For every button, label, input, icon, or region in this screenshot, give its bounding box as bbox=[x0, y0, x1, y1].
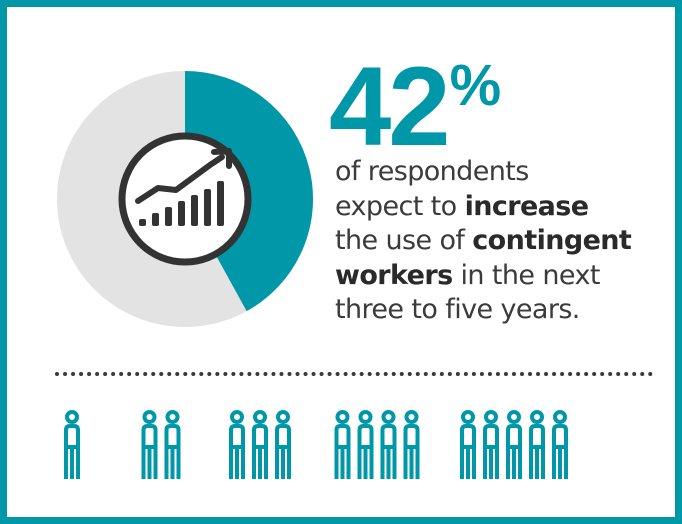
stat-percent-sign: % bbox=[449, 53, 502, 118]
person-icon bbox=[529, 410, 545, 479]
icon-circle bbox=[118, 132, 252, 266]
big-percentage: 42% bbox=[329, 51, 501, 163]
caption-bold-workers: workers bbox=[335, 259, 453, 291]
person-icon bbox=[460, 410, 476, 479]
person-icon bbox=[164, 410, 181, 479]
person-icon bbox=[334, 410, 351, 479]
growth-chart-icon bbox=[135, 148, 232, 226]
stat-number: 42 bbox=[329, 44, 451, 169]
person-icon bbox=[483, 410, 499, 479]
caption-line-2: expect to increase bbox=[335, 190, 665, 225]
donut-segment-42-percent bbox=[183, 71, 313, 312]
person-icon bbox=[252, 410, 268, 479]
stat-caption: of respondents expect to increase the us… bbox=[335, 155, 665, 328]
caption-bold-contingent: contingent bbox=[472, 225, 632, 256]
caption-line-3: the use of contingent bbox=[335, 224, 665, 259]
caption-line-4: workers in the next bbox=[335, 259, 665, 294]
caption-text: the use of bbox=[335, 225, 473, 256]
people-groups bbox=[64, 410, 568, 479]
person-icon bbox=[380, 410, 397, 479]
caption-line-5: three to five years. bbox=[335, 294, 580, 325]
person-icon bbox=[229, 410, 245, 479]
caption-bold-increase: increase bbox=[464, 190, 590, 222]
percentage-donut bbox=[57, 71, 313, 327]
person-icon bbox=[64, 410, 80, 479]
caption-line-1: of respondents bbox=[335, 156, 529, 187]
person-icon bbox=[141, 410, 158, 479]
person-icon bbox=[275, 410, 291, 479]
person-icon bbox=[552, 410, 568, 479]
person-icon bbox=[403, 410, 420, 479]
caption-text: expect to bbox=[335, 190, 465, 222]
dotted-divider bbox=[55, 372, 653, 376]
person-icon bbox=[357, 410, 374, 479]
caption-text: in the next bbox=[452, 259, 601, 291]
person-icon bbox=[506, 410, 522, 479]
